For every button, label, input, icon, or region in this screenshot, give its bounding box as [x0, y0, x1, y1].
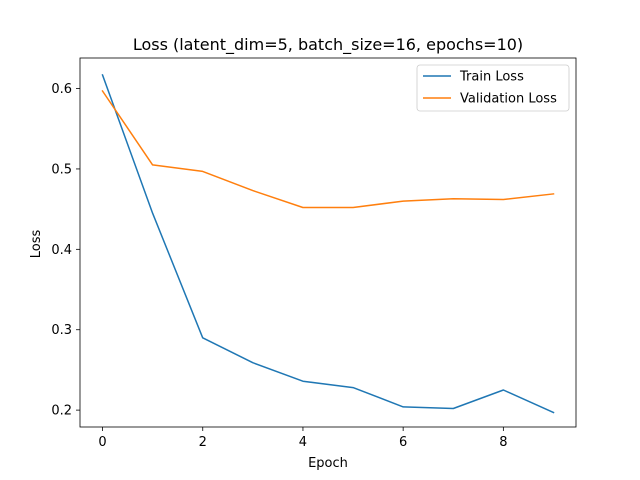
axes-frame	[79, 57, 577, 428]
y-tick-label: 0.6	[51, 82, 72, 97]
x-axis-label: Epoch	[308, 456, 348, 471]
x-tick-label: 2	[199, 435, 207, 450]
legend-label-0: Train Loss	[459, 70, 524, 85]
x-tick-label: 0	[98, 435, 106, 450]
legend-box	[416, 64, 570, 112]
legend-label-1: Validation Loss	[460, 92, 557, 107]
plot-area: 0 2 4 6 8 0.2 0.3 0.4 0.5 0.6	[51, 57, 577, 450]
y-tick-label: 0.3	[51, 323, 72, 338]
y-tick-label: 0.4	[51, 243, 72, 258]
legend: Train Loss Validation Loss	[416, 64, 570, 112]
series-line-1	[101, 89, 555, 209]
y-tick-label: 0.2	[51, 404, 72, 419]
chart-title: Loss (latent_dim=5, batch_size=16, epoch…	[133, 35, 523, 55]
series-line-0	[101, 73, 555, 414]
x-tick-label: 4	[299, 435, 307, 450]
x-tick-label: 6	[399, 435, 407, 450]
y-axis-label: Loss	[29, 230, 44, 259]
x-tick-label: 8	[499, 435, 507, 450]
y-tick-label: 0.5	[51, 162, 72, 177]
